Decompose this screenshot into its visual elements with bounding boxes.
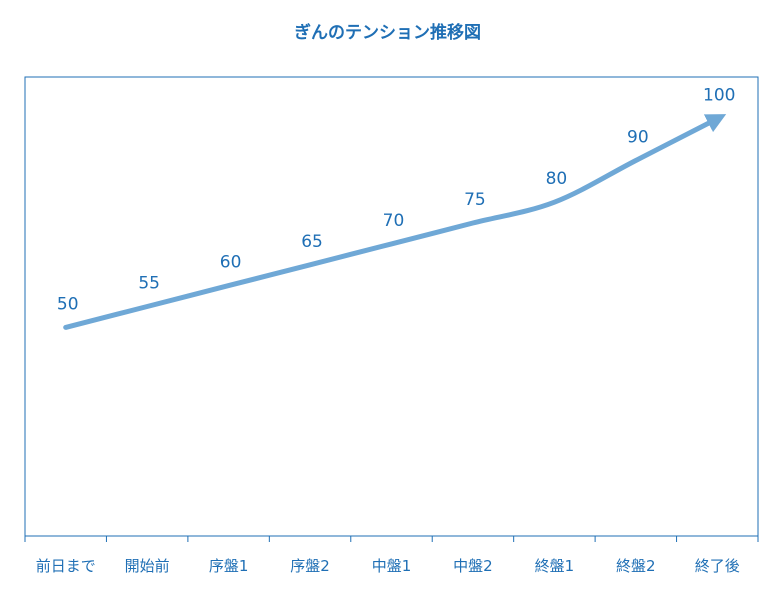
series-line (63, 114, 727, 330)
chart-title: ぎんのテンション推移図 (294, 23, 481, 43)
x-axis-ticks (24, 536, 759, 542)
x-tick-label: 終盤1 (535, 557, 575, 575)
x-axis-tick-labels: 前日まで 開始前 序盤1 序盤2 中盤1 中盤2 終盤1 終盤2 終了後 (36, 557, 740, 575)
x-tick-label: 中盤2 (453, 557, 493, 575)
x-tick-label: 序盤1 (209, 557, 249, 575)
data-label: 60 (220, 253, 242, 273)
x-tick-label: 前日まで (36, 557, 96, 575)
data-label: 50 (57, 294, 79, 314)
x-tick-label: 序盤2 (290, 557, 330, 575)
data-label: 80 (546, 169, 568, 189)
data-label: 65 (301, 232, 323, 252)
data-label: 70 (383, 211, 405, 231)
data-label: 55 (138, 274, 160, 294)
data-label: 100 (703, 86, 735, 106)
data-label: 90 (627, 127, 649, 147)
x-tick-label: 開始前 (125, 557, 170, 575)
plot-area-frame (24, 76, 759, 537)
x-tick-label: 終了後 (695, 557, 740, 575)
x-tick-label: 中盤1 (372, 557, 412, 575)
x-tick-label: 終盤2 (616, 557, 656, 575)
data-labels: 50 55 60 65 70 75 80 90 100 (57, 86, 736, 315)
data-label: 75 (464, 190, 486, 210)
